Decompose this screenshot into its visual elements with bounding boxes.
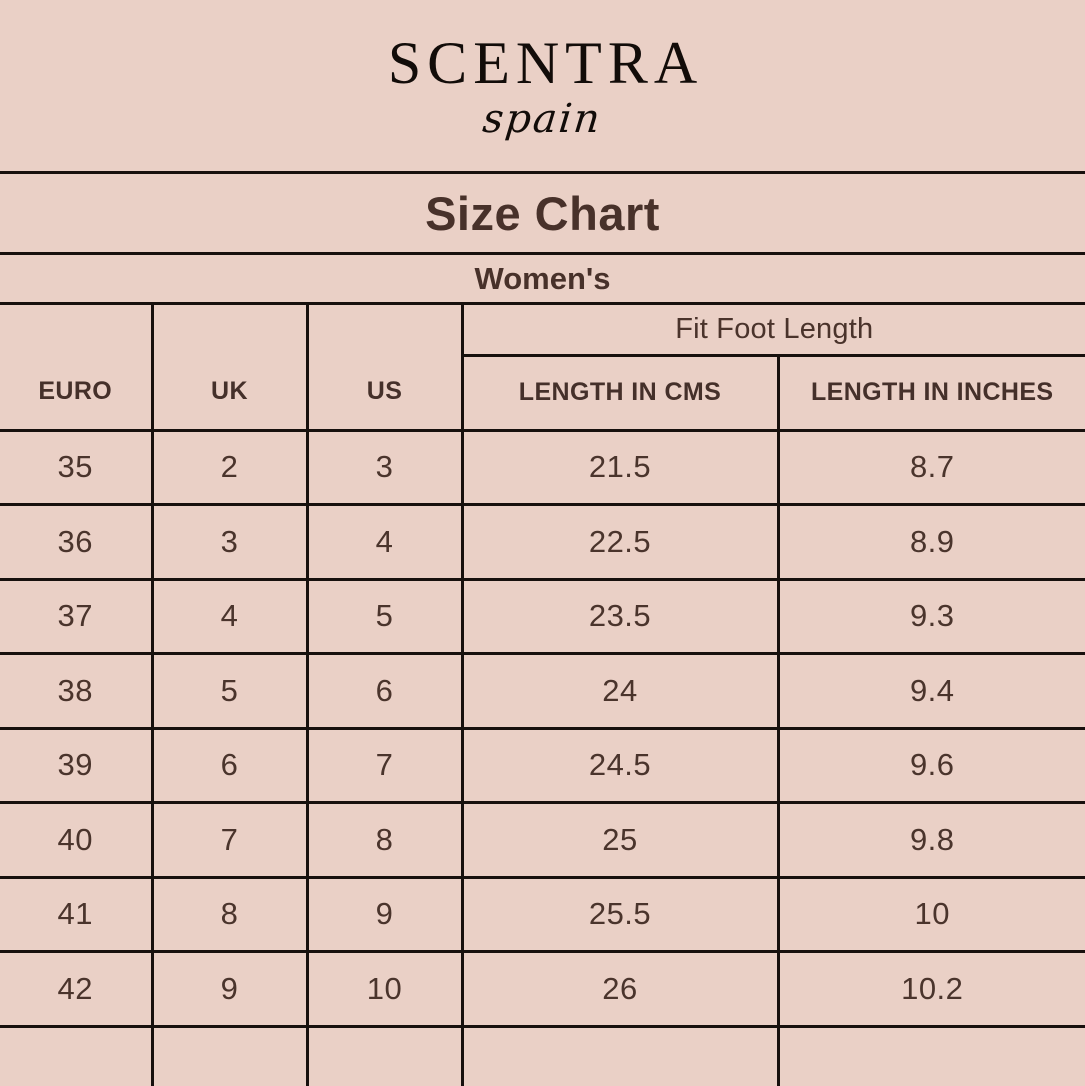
page-title: Size Chart [425,186,660,240]
cell-euro: 41 [0,877,154,953]
page-subtitle: Women's [474,260,611,296]
cell-length-cms: 26 [462,951,780,1028]
table-row: 35 2 3 21.5 8.7 [0,430,1085,506]
page-title-band: Size Chart [0,174,1085,255]
cell-length-inches: 10.2 [778,951,1085,1028]
brand-name: SCENTRA [387,29,704,96]
table-row: 38 5 6 24 9.4 [0,653,1085,730]
cell-length-inches: 8.9 [778,504,1085,581]
cell-length-inches: 10 [778,877,1085,953]
table-group-header-row: Fit Foot Length [0,305,1085,357]
table-header-row: EURO UK US LENGTH IN CMS LENGTH IN INCHE… [0,355,1085,432]
cell-length-inches: 9.8 [778,802,1085,879]
cell-euro: 37 [0,579,154,655]
size-chart-table: Fit Foot Length EURO UK US LENGTH IN CMS… [0,305,1085,1086]
cell-us: 6 [307,653,464,730]
table-row-partial [0,1026,1085,1086]
cell-length-inches: 9.3 [778,579,1085,655]
table-row: 37 4 5 23.5 9.3 [0,579,1085,655]
cell-uk: 5 [152,653,309,730]
page-subtitle-band: Women's [0,255,1085,305]
cell-euro: 36 [0,504,154,581]
group-header-fit-foot-length: Fit Foot Length [462,305,1085,357]
cell-euro: 35 [0,430,154,506]
group-spacer-uk [152,305,309,355]
brand-logo: SCENTRA spain [0,0,1085,174]
cell-uk: 6 [152,728,309,804]
cell-uk: 8 [152,877,309,953]
table-row: 39 6 7 24.5 9.6 [0,728,1085,804]
cell-euro: 38 [0,653,154,730]
cell-us: 5 [307,579,464,655]
cell-uk [152,1026,309,1086]
cell-us: 10 [307,951,464,1028]
cell-length-inches: 9.6 [778,728,1085,804]
cell-length-inches: 8.7 [778,430,1085,506]
cell-us: 9 [307,877,464,953]
cell-uk: 2 [152,430,309,506]
brand-tagline: spain [480,95,605,142]
cell-euro: 42 [0,951,154,1028]
cell-length-cms: 25.5 [462,877,780,953]
cell-length-cms: 21.5 [462,430,780,506]
cell-us [307,1026,464,1086]
column-header-length-cms: LENGTH IN CMS [462,355,780,432]
cell-length-inches [778,1026,1085,1086]
cell-length-inches: 9.4 [778,653,1085,730]
cell-length-cms: 23.5 [462,579,780,655]
column-header-uk: UK [152,355,309,432]
cell-us: 3 [307,430,464,506]
cell-euro: 40 [0,802,154,879]
column-header-euro: EURO [0,355,154,432]
cell-uk: 9 [152,951,309,1028]
cell-us: 4 [307,504,464,581]
group-spacer-us [307,305,464,355]
table-row: 41 8 9 25.5 10 [0,877,1085,953]
cell-length-cms: 25 [462,802,780,879]
column-header-length-inches: LENGTH IN INCHES [778,355,1085,432]
cell-length-cms: 24 [462,653,780,730]
cell-euro [0,1026,154,1086]
cell-uk: 3 [152,504,309,581]
group-spacer-euro [0,305,154,355]
table-row: 40 7 8 25 9.8 [0,802,1085,879]
column-header-us: US [307,355,464,432]
cell-uk: 7 [152,802,309,879]
cell-length-cms: 24.5 [462,728,780,804]
cell-length-cms [462,1026,780,1086]
table-row: 36 3 4 22.5 8.9 [0,504,1085,581]
cell-euro: 39 [0,728,154,804]
cell-us: 8 [307,802,464,879]
cell-length-cms: 22.5 [462,504,780,581]
cell-us: 7 [307,728,464,804]
table-row: 42 9 10 26 10.2 [0,951,1085,1028]
cell-uk: 4 [152,579,309,655]
